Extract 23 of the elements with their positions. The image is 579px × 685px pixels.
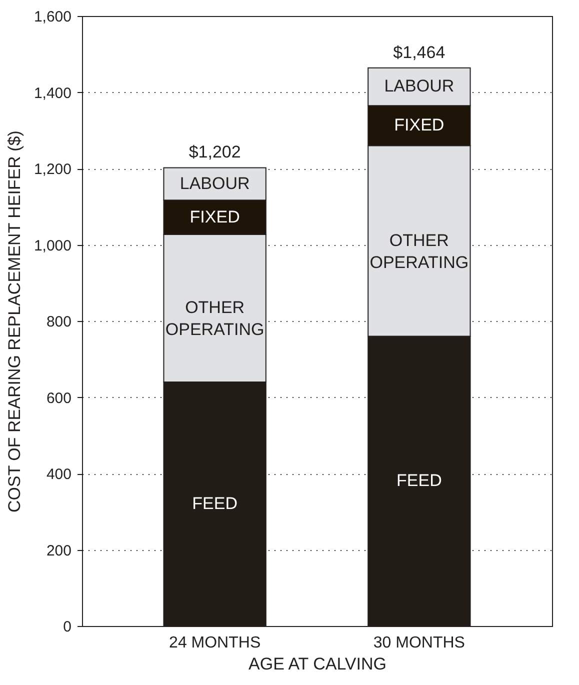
y-tick-label: 0: [63, 618, 72, 636]
x-axis-title: AGE AT CALVING: [248, 654, 386, 674]
x-tick-label: 24 MONTHS: [169, 634, 261, 652]
series-label: FEED: [396, 471, 442, 490]
y-tick-label: 1,200: [34, 161, 72, 178]
series-label: OTHER OPERATING: [165, 298, 264, 340]
series-label: LABOUR: [180, 174, 250, 193]
y-tick-label: 200: [46, 542, 72, 560]
text: OTHER OPERATING: [370, 230, 469, 272]
x-tick-label: 30 MONTHS: [373, 634, 465, 652]
y-tick-label: 1,600: [34, 8, 72, 26]
total-label: $1,202: [188, 142, 241, 162]
total-label: $1,464: [393, 42, 446, 62]
y-tick-label: 1,400: [34, 84, 72, 102]
y-tick-label: 400: [46, 466, 72, 483]
y-tick-label: 600: [46, 390, 72, 407]
text: FEED: [192, 494, 238, 513]
text: FIXED: [394, 116, 444, 135]
text: LABOUR: [384, 76, 454, 96]
y-axis-title: COST OF REARING REPLACEMENT HEIFER ($): [4, 130, 24, 512]
series-label: FIXED: [190, 207, 240, 226]
y-tick-label: 800: [46, 314, 72, 330]
y-tick-label: 1,000: [34, 237, 72, 254]
